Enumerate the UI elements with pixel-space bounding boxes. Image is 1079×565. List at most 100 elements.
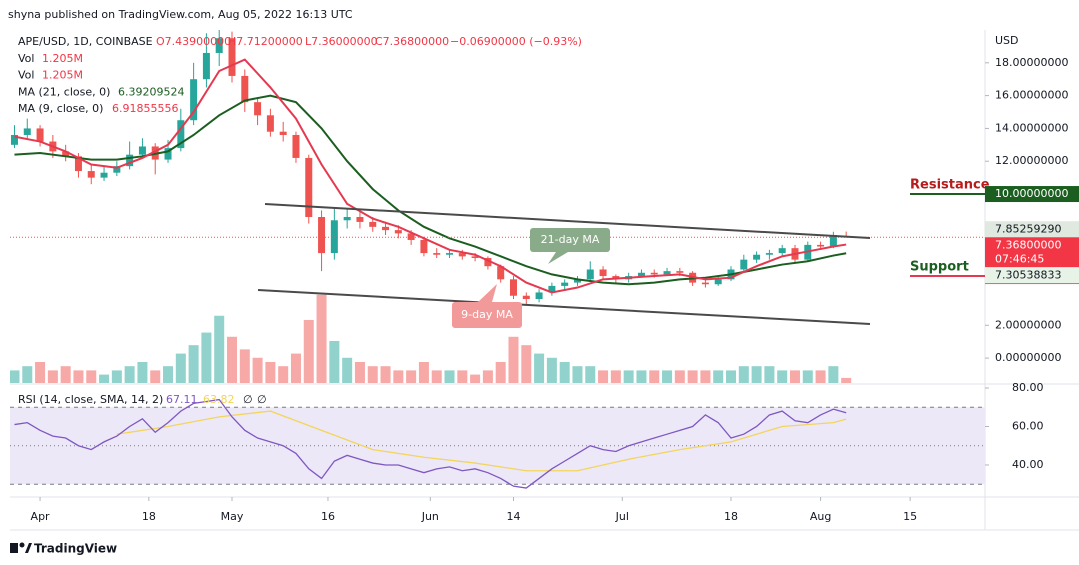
- candle-body: [650, 272, 658, 275]
- candle-body: [177, 120, 185, 149]
- y-tick-label: 18.00000000: [995, 56, 1068, 69]
- candle-body: [164, 148, 172, 160]
- candle-body: [138, 146, 146, 155]
- candle-body: [190, 79, 198, 121]
- legend-ohlc: L7.36000000: [305, 35, 378, 48]
- candle-body: [637, 272, 645, 277]
- candle-body: [471, 256, 479, 259]
- candle-body: [663, 271, 671, 275]
- candle-body: [113, 166, 121, 173]
- volume-bar: [265, 361, 276, 383]
- candle-body: [535, 292, 543, 300]
- candle-body: [279, 131, 287, 135]
- ma-line: [14, 58, 847, 294]
- volume-bar: [406, 370, 417, 383]
- rsi-extra: ∅: [243, 393, 253, 406]
- candle-body: [817, 244, 825, 247]
- logo-part: [19, 542, 25, 548]
- ma-line: [14, 94, 847, 286]
- candle-body: [266, 115, 274, 132]
- volume-bar: [495, 361, 506, 383]
- candle-body: [343, 216, 351, 221]
- level-label: 10.00000000: [995, 187, 1068, 200]
- x-tick-label: 15: [903, 510, 917, 523]
- price-label: 7.36800000: [995, 238, 1061, 251]
- candle-body: [356, 216, 364, 222]
- volume-bar: [726, 370, 737, 383]
- candle-body: [87, 171, 95, 178]
- volume-bar: [546, 357, 557, 383]
- legend-value: 6.39209524: [118, 85, 184, 98]
- y-tick-label: 0.00000000: [995, 351, 1061, 364]
- volume-bar: [534, 353, 545, 383]
- candle-body: [740, 259, 748, 270]
- candle-body: [394, 230, 402, 234]
- volume-bar: [10, 370, 20, 383]
- y-tick-label: 16.00000000: [995, 89, 1068, 102]
- volume-bar: [124, 366, 135, 383]
- candle-body: [522, 295, 530, 300]
- candle-body: [228, 38, 236, 76]
- x-tick-label: 18: [142, 510, 156, 523]
- price-label-box: [985, 237, 1079, 268]
- volume-bar: [60, 366, 71, 383]
- candle-body: [765, 253, 773, 255]
- volume-bar: [290, 353, 301, 383]
- legend: APE/USD, 1D, COINBASE O7.43900000 H7.712…: [18, 35, 582, 115]
- volume-bar: [431, 370, 442, 383]
- y-tick-label: 80.00: [1012, 381, 1044, 394]
- volume-bar: [188, 345, 199, 383]
- legend-ohlc: H7.71200000: [228, 35, 303, 48]
- price-label-box: [985, 221, 1079, 238]
- logo-part: [10, 543, 18, 553]
- volume-bar: [342, 357, 353, 383]
- volume-bar: [393, 370, 404, 383]
- candle-body: [369, 221, 377, 227]
- candle-body: [586, 269, 594, 280]
- y-tick-label: 12.00000000: [995, 154, 1068, 167]
- volume-bar: [35, 361, 46, 383]
- volume-bar: [252, 357, 263, 383]
- volume-bar: [354, 361, 365, 383]
- candle-body: [778, 248, 786, 254]
- volume-bar: [802, 370, 813, 383]
- rsi-sma-line: [116, 410, 847, 472]
- candle-body: [548, 285, 556, 293]
- candle-body: [254, 102, 262, 116]
- candle-body: [382, 226, 390, 231]
- volume-bar: [316, 294, 327, 383]
- candle-body: [484, 258, 492, 267]
- rsi-layer: [14, 398, 847, 489]
- rsi-value: 67.11: [166, 393, 198, 406]
- volume-bar: [559, 361, 570, 383]
- volume-bar: [47, 370, 58, 383]
- volume-bar: [201, 332, 212, 383]
- volume-bar: [815, 370, 826, 383]
- candle-body: [62, 151, 70, 157]
- candle-body: [36, 128, 44, 142]
- candle-body: [714, 279, 722, 285]
- x-tick-label: Jun: [421, 510, 439, 523]
- volume-bar: [598, 370, 609, 383]
- candle-body: [509, 279, 517, 296]
- logo-part: [25, 543, 32, 553]
- callouts: 21-day MA 9-day MA: [452, 228, 610, 328]
- brand: TradingView: [34, 542, 117, 556]
- legend-name: MA (9, close, 0): [18, 102, 103, 115]
- trendline: [257, 289, 871, 325]
- y-tick-label: 40.00: [1012, 458, 1044, 471]
- publisher: shyna published on TradingView.com, Aug …: [8, 8, 353, 21]
- y-tick-label: 14.00000000: [995, 121, 1068, 134]
- volume-bar: [457, 370, 468, 383]
- candle-body: [573, 279, 581, 283]
- legend-symbol: APE/USD, 1D, COINBASE: [18, 35, 153, 48]
- candle-body: [676, 271, 684, 273]
- volume-bar: [700, 370, 711, 383]
- volume-bar: [508, 336, 519, 383]
- candle-body: [829, 235, 837, 247]
- legend-ohlc: C7.36800000: [375, 35, 449, 48]
- volume-bar: [214, 315, 225, 383]
- volume-bar: [163, 366, 174, 383]
- x-tick-label: 14: [506, 510, 520, 523]
